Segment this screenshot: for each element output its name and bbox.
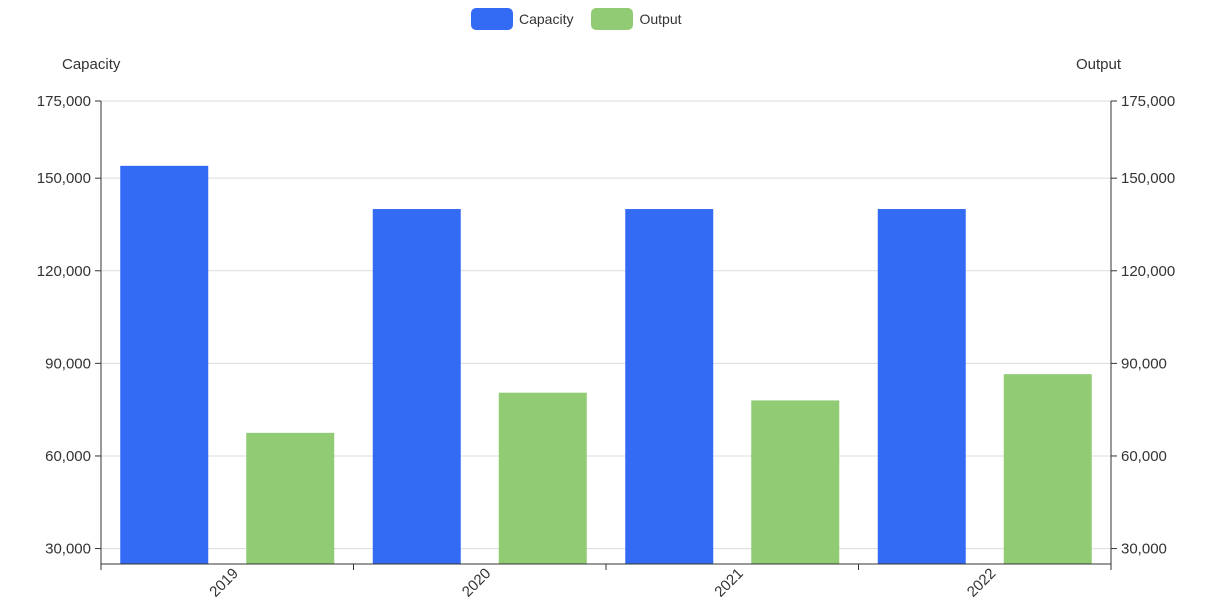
right-y-tick-label: 30,000 <box>1121 541 1167 558</box>
left-y-tick-label: 175,000 <box>37 93 91 110</box>
right-axis-title: Output <box>1076 56 1122 73</box>
left-axis-title: Capacity <box>62 56 121 73</box>
legend-swatch-capacity <box>471 8 513 30</box>
x-tick-label: 2019 <box>206 565 242 601</box>
right-y-tick-label: 90,000 <box>1121 355 1167 372</box>
left-y-tick-label: 60,000 <box>45 448 91 465</box>
bar-output-2019 <box>246 432 335 564</box>
legend: Capacity Output <box>471 8 682 30</box>
x-tick-label: 2020 <box>459 565 495 601</box>
legend-label-output: Output <box>639 11 682 27</box>
bar-capacity-2022 <box>877 209 966 565</box>
bar-output-2022 <box>1003 374 1092 564</box>
legend-swatch-output <box>591 8 634 30</box>
right-y-tick-label: 60,000 <box>1121 448 1167 465</box>
bar-capacity-2021 <box>625 209 714 565</box>
bar-output-2020 <box>498 392 587 564</box>
right-y-tick-label: 150,000 <box>1121 170 1175 187</box>
bar-capacity-2020 <box>372 209 461 565</box>
left-y-tick-label: 90,000 <box>45 355 91 372</box>
left-y-tick-label: 150,000 <box>37 170 91 187</box>
left-y-tick-label: 30,000 <box>45 541 91 558</box>
right-y-tick-label: 175,000 <box>1121 93 1175 110</box>
x-tick-label: 2021 <box>711 565 747 601</box>
bar-output-2021 <box>751 400 840 564</box>
x-tick-label: 2022 <box>964 565 1000 601</box>
bar-capacity-2019 <box>120 165 209 564</box>
right-y-tick-label: 120,000 <box>1121 263 1175 280</box>
legend-item-capacity[interactable]: Capacity <box>471 8 573 30</box>
legend-label-capacity: Capacity <box>519 11 574 27</box>
legend-item-output[interactable]: Output <box>591 8 682 30</box>
left-y-tick-label: 120,000 <box>37 263 91 280</box>
